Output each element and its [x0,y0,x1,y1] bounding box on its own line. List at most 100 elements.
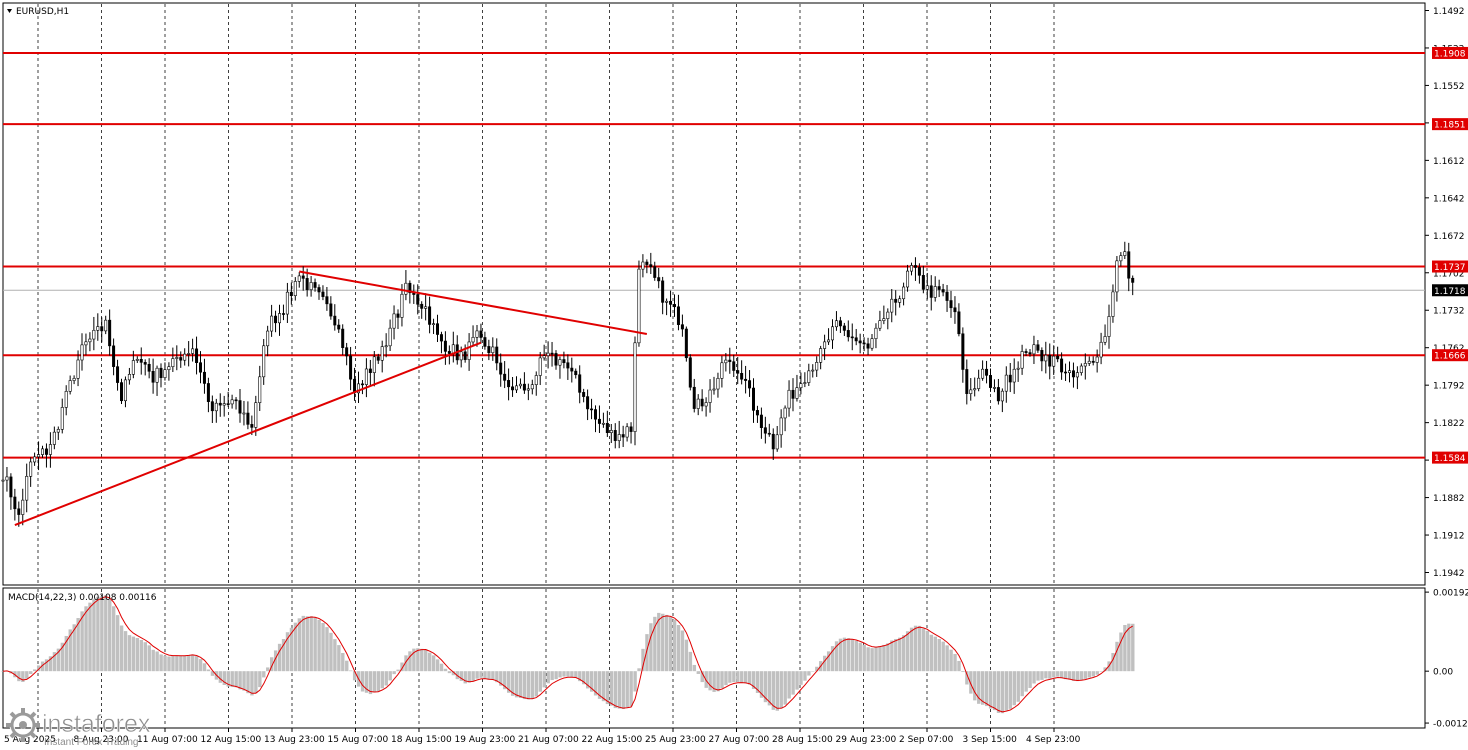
candle [625,423,629,442]
macd-bar [503,671,507,690]
macd-bar [1075,671,1080,682]
candle [744,365,748,394]
candle [795,374,799,402]
candle [1008,362,1012,393]
price-tick-label: 1.1672 [1433,232,1465,242]
candle [834,311,838,331]
macd-bar [823,655,827,672]
macd-bar [661,613,665,672]
candle [356,371,360,404]
macd-bar [554,671,558,680]
macd-bar [759,671,764,698]
candle [48,432,52,468]
macd-bar [672,619,677,672]
symbol-title: EURUSD,H1 [16,7,69,17]
candle [183,348,187,366]
candle [1064,363,1068,381]
candle [1032,335,1036,364]
candle [5,466,9,492]
macd-bar [969,671,973,694]
candle [139,347,143,375]
candle [56,426,60,440]
macd-bar [811,671,815,672]
macd-bar [684,639,689,672]
macd-bar [898,637,902,672]
macd-bar [696,671,700,674]
horizontal-levels[interactable] [3,51,1425,459]
candle [195,336,199,375]
price-level-labels: 1.1908 1.1851 1.1737 1.1666 1.1584 1.1718 [1432,46,1468,464]
candle [637,260,641,347]
trendlines[interactable] [14,270,648,526]
time-tick-label: 13 Aug 23:00 [264,735,325,745]
candle [424,293,428,321]
macd-bar [965,671,969,685]
dropdown-triangle-icon[interactable] [7,9,12,13]
macd-bar [933,636,937,672]
candle [842,322,846,336]
candle [384,333,388,358]
candle [921,265,925,294]
candle [811,364,815,378]
macd-bar [471,671,475,682]
macd-bar [941,641,945,672]
macd-bar [574,671,578,678]
time-tick-label: 8 Aug 23:00 [74,735,129,745]
trendline[interactable] [14,341,482,526]
level-label: 1.1851 [1434,121,1466,131]
macd-bar [688,651,693,672]
macd-bar [562,671,566,677]
macd-bar [1123,625,1127,672]
candle [909,262,913,276]
level-label: 1.1737 [1434,263,1466,273]
candle [325,287,329,311]
macd-bar [131,636,136,672]
candle [755,405,759,423]
macd-bar [558,671,562,678]
candle [64,385,68,416]
candle [605,410,609,437]
candle [1056,346,1060,363]
macd-bar [277,643,282,672]
macd-bar [507,671,511,693]
candle [439,331,443,354]
time-tick-label: 25 Aug 23:00 [645,735,706,745]
macd-bar [510,671,515,696]
macd-bar [404,655,408,672]
candle [538,351,542,386]
candle [234,397,238,410]
macd-bar [1052,671,1056,678]
macd-bar [1131,623,1135,672]
price-panel-frame [2,2,1426,586]
macd-bar [163,655,167,672]
candle [969,378,973,401]
trendline[interactable] [299,270,648,335]
candle [297,272,301,288]
macd-bar [570,671,574,678]
candle [135,356,139,364]
candle [534,371,538,396]
macd-bar [1012,671,1016,706]
macd-bar [641,648,645,672]
macd-bar [309,616,313,672]
candle [1119,252,1123,267]
macd-bar [755,671,760,693]
candle [582,388,586,403]
macd-bar [1063,671,1068,680]
macd-bar [21,671,25,682]
macd-bar [467,671,471,683]
macd-bar [155,651,159,672]
macd-bar [1127,623,1131,672]
macd-bar [649,623,653,672]
candle [1107,304,1111,349]
candle [874,323,878,349]
candle [570,357,574,383]
macd-panel-frame [2,587,1426,729]
price-tick-label: 1.1792 [1433,382,1465,392]
candle [981,360,985,381]
candle [949,290,953,318]
macd-bar [1008,671,1013,709]
candle [601,412,605,428]
macd-bar [325,627,329,672]
